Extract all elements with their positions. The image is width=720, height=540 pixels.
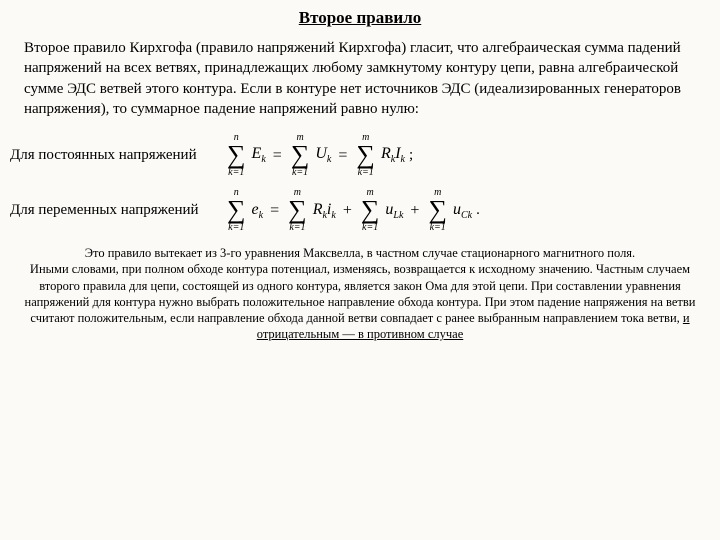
ac-label: Для переменных напряжений <box>10 202 225 219</box>
dc-label: Для постоянных напряжений <box>10 147 225 164</box>
dc-formula: n ∑ k=1 Ek = m ∑ k=1 Uk = m ∑ k=1 RkIk ; <box>225 133 413 178</box>
ac-row: Для переменных напряжений n ∑ k=1 ek = m… <box>10 188 710 233</box>
page-title: Второе правило <box>10 8 710 28</box>
footer-text: Это правило вытекает из 3-го уравнения М… <box>10 245 710 343</box>
intro-paragraph: Второе правило Кирхгофа (правило напряже… <box>10 38 710 119</box>
ac-formula: n ∑ k=1 ek = m ∑ k=1 Rkik + m ∑ k=1 uLk … <box>225 188 480 233</box>
dc-row: Для постоянных напряжений n ∑ k=1 Ek = m… <box>10 133 710 178</box>
footer-p2: Иными словами, при полном обходе контура… <box>14 261 706 342</box>
footer-p1: Это правило вытекает из 3-го уравнения М… <box>14 245 706 261</box>
